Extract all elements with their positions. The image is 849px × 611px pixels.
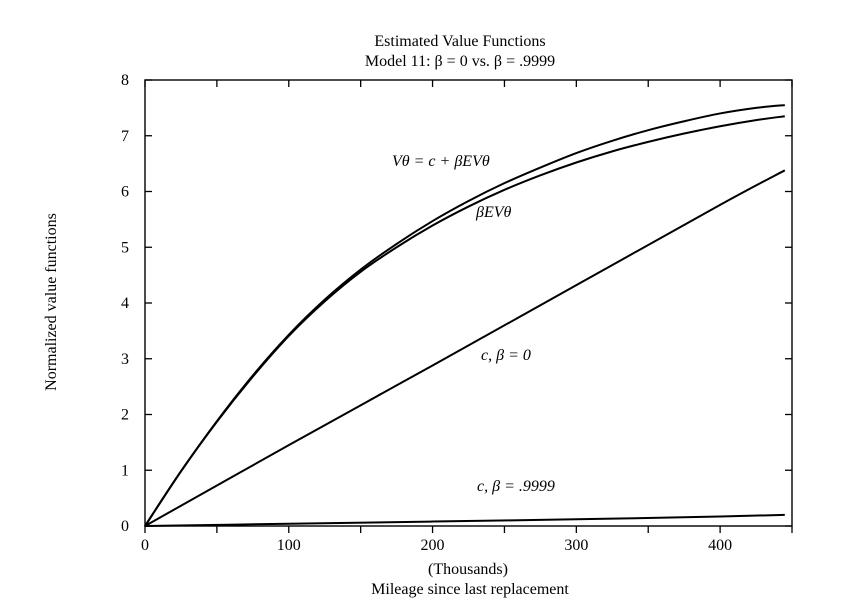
x-axis-label: Mileage since last replacement — [371, 581, 569, 598]
y-tick-label: 5 — [121, 239, 129, 256]
chart-subtitle: Model 11: β = 0 vs. β = .9999 — [365, 53, 555, 70]
y-tick-label: 8 — [121, 72, 129, 89]
x-tick-label: 300 — [564, 537, 588, 554]
series-label-c-beta-zero: c, β = 0 — [481, 347, 531, 364]
x-tick-label: 100 — [277, 537, 301, 554]
y-tick-label: 7 — [121, 128, 129, 145]
series-lines — [144, 104, 786, 527]
x-tick-label: 0 — [141, 537, 149, 554]
series-label-beta-ev: βEVθ — [475, 204, 512, 221]
x-tick-label: 400 — [708, 537, 732, 554]
plot-frame — [144, 79, 793, 527]
y-tick-label: 1 — [121, 462, 129, 479]
y-tick-label: 6 — [121, 184, 129, 201]
x-tick-label: 200 — [421, 537, 445, 554]
y-tick-label: 4 — [121, 295, 129, 312]
chart-title: Estimated Value Functions — [374, 33, 545, 50]
y-axis-label: Normalized value functions — [43, 213, 60, 391]
y-tick-label: 3 — [121, 351, 129, 368]
axis-ticks: 0 1 2 3 4 5 6 7 8 0 100 200 300 400 — [121, 72, 793, 554]
series-label-c-beta-9999: c, β = .9999 — [477, 478, 555, 495]
series-line-beta-ev — [144, 115, 785, 527]
y-tick-label: 0 — [121, 518, 129, 535]
x-axis-units: (Thousands) — [428, 561, 508, 578]
series-label-v-theta: Vθ = c + βEVθ — [392, 153, 490, 170]
y-tick-label: 2 — [121, 407, 129, 424]
series-line-c-beta-9999 — [144, 513, 785, 527]
series-line-c-beta-zero — [144, 169, 786, 527]
